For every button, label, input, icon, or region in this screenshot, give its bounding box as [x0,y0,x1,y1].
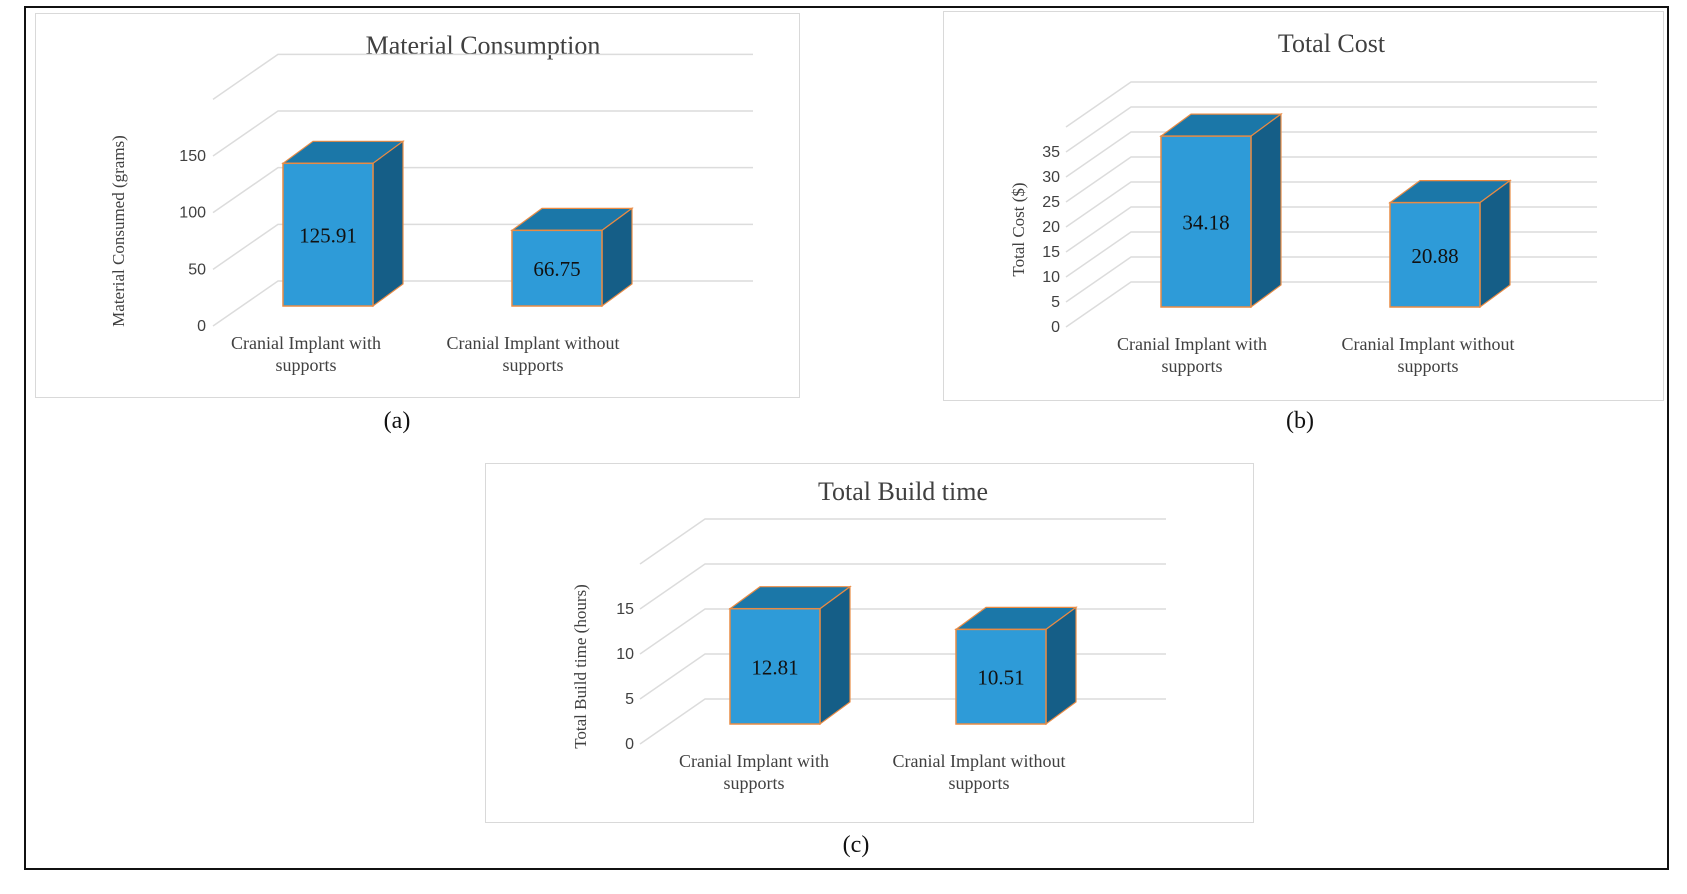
bar-front-face [955,628,1047,725]
bar-front-face [511,229,603,307]
chart-material-consumption: Material Consumption 0 50 100 150 Material Co… [109,31,753,375]
category-label-line: supports [948,773,1009,793]
category-label: Cranial Implant without supports [447,333,620,375]
bar-side-face [1479,179,1511,309]
data-label: 125.91 [299,224,357,248]
category-label: Cranial Implant without supports [1342,334,1515,376]
y-tick-label: 10 [1042,269,1060,286]
data-label: 12.81 [751,655,798,679]
category-label-line: supports [1161,356,1222,376]
bar-side-face [372,140,404,308]
category-label-line: supports [1397,356,1458,376]
gridline [1065,81,1597,128]
category-label-line: Cranial Implant without [1342,334,1515,354]
y-axis-label: Material Consumed (grams) [109,135,128,327]
bar [1159,112,1283,309]
y-axis-label: Total Cost ($) [1009,182,1028,276]
caption-b: (b) [1286,408,1314,434]
y-tick-label: 5 [1051,294,1060,311]
gridline [639,698,1166,745]
category-label-line: Cranial Implant with [1117,334,1267,354]
y-tick-label: 30 [1042,169,1060,186]
bar [510,207,634,308]
category-label-line: Cranial Implant with [679,751,829,771]
bar [728,585,852,726]
y-tick-label: 15 [1042,244,1060,261]
y-tick-label: 20 [1042,219,1060,236]
y-tick-label: 100 [179,205,206,222]
bar [954,606,1078,726]
category-label: Cranial Implant with supports [231,333,381,375]
gridline [1065,156,1597,203]
category-label-line: Cranial Implant without [447,333,620,353]
bar [1388,179,1512,309]
chart-total-build-time: Total Build time 0 5 10 15 Total Build time (… [571,477,1166,793]
panel-total-build-time: Total Build time 0 5 10 15 Total Build time (… [485,463,1254,823]
category-label: Cranial Implant with supports [1117,334,1267,376]
y-tick-label: 35 [1042,144,1060,161]
gridline [639,653,1166,700]
panel-material-consumption: Material Consumption 0 50 100 150 Material Co… [35,13,800,398]
gridline [212,53,753,100]
category-label-line: Cranial Implant with [231,333,381,353]
gridline [212,166,753,214]
y-tick-label: 25 [1042,194,1060,211]
y-tick-label: 0 [625,736,634,753]
gridline [1065,131,1597,178]
gridline [212,110,753,157]
y-tick-label: 5 [625,691,634,708]
category-label-line: Cranial Implant without [893,751,1066,771]
y-axis-label: Total Build time (hours) [571,584,590,749]
bar [281,140,405,308]
y-tick-label: 15 [616,601,634,618]
category-label-line: supports [275,355,336,375]
gridline [639,563,1166,610]
y-tick-label: 0 [197,318,206,335]
bar-front-face [1160,135,1252,308]
y-tick-label: 150 [179,148,206,165]
chart-title: Total Build time [818,477,988,506]
bar-front-face [282,162,374,307]
data-label: 66.75 [533,257,580,281]
y-tick-label: 50 [188,261,206,278]
gridline [1065,181,1597,228]
caption-c: (c) [842,832,870,858]
category-label: Cranial Implant with supports [679,751,829,793]
caption-a: (a) [383,408,411,434]
gridline [639,608,1166,655]
figure-frame [24,6,1669,870]
chart-title: Total Cost [1278,29,1386,58]
y-tick-label: 0 [1051,319,1060,336]
bar-front-face [1389,201,1481,308]
y-tick-label: 10 [616,646,634,663]
bar-front-face [729,607,821,725]
data-label: 34.18 [1182,211,1229,235]
category-label: Cranial Implant without supports [893,751,1066,793]
gridline [1065,256,1597,303]
bar-side-face [819,585,851,726]
category-label-line: supports [502,355,563,375]
gridline [1065,106,1597,153]
gridline [1065,206,1597,253]
gridline [1065,231,1597,278]
gridline [1065,281,1597,328]
chart-title: Material Consumption [366,31,601,60]
gridline [639,518,1166,565]
chart-total-cost: Total Cost 0 5 10 15 20 25 30 35 Total Cost ($) 34… [1009,29,1597,376]
data-label: 20.88 [1411,244,1458,268]
category-label-line: supports [723,773,784,793]
bar-side-face [1250,112,1282,309]
data-label: 10.51 [977,666,1024,690]
panel-total-cost: Total Cost 0 5 10 15 20 25 30 35 Total Cost ($) 34… [943,11,1664,401]
